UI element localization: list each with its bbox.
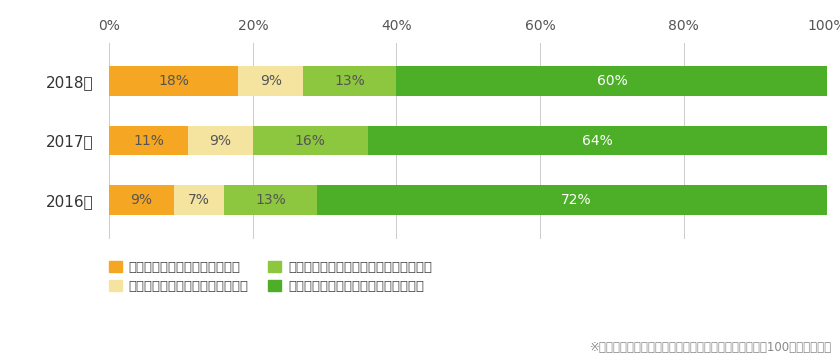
- Text: 11%: 11%: [134, 134, 164, 148]
- Text: ※少数点以下を四捨五入しているため、必ずしも合計が100にならない。: ※少数点以下を四捨五入しているため、必ずしも合計が100にならない。: [590, 341, 832, 354]
- Bar: [188, 126, 253, 156]
- Text: 18%: 18%: [159, 74, 189, 88]
- Bar: [396, 67, 827, 96]
- Bar: [239, 67, 303, 96]
- Bar: [368, 126, 827, 156]
- Text: 9%: 9%: [130, 193, 153, 207]
- Text: 7%: 7%: [188, 193, 210, 207]
- Bar: [253, 126, 368, 156]
- Text: 16%: 16%: [295, 134, 326, 148]
- Bar: [109, 185, 174, 215]
- Bar: [174, 185, 224, 215]
- Text: 13%: 13%: [255, 193, 286, 207]
- Bar: [109, 126, 188, 156]
- Text: 72%: 72%: [561, 193, 591, 207]
- Bar: [109, 67, 239, 96]
- Legend: 交渉をせず、時給がアップした, 交渉をしたら、時給がアップした, 交渉をしたが、時給はアップしなかった, 交渉をせず、時給もアップしなかった: 交渉をせず、時給がアップした, 交渉をしたら、時給がアップした, 交渉をしたが、…: [108, 261, 432, 293]
- Text: 64%: 64%: [582, 134, 613, 148]
- Text: 13%: 13%: [334, 74, 365, 88]
- Bar: [303, 67, 396, 96]
- Text: 60%: 60%: [596, 74, 627, 88]
- Text: 9%: 9%: [209, 134, 232, 148]
- Bar: [224, 185, 318, 215]
- Bar: [318, 185, 835, 215]
- Text: 9%: 9%: [260, 74, 281, 88]
